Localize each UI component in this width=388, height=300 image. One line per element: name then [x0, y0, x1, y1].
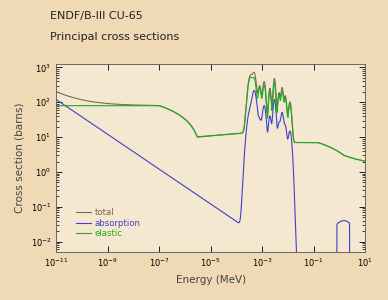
elastic: [107, 104, 112, 107]
elastic: [54, 104, 59, 107]
total: [89, 100, 94, 103]
Text: ENDF/B-III CU-65: ENDF/B-III CU-65: [50, 11, 143, 21]
X-axis label: Energy (MeV): Energy (MeV): [176, 275, 246, 285]
elastic: [248, 75, 253, 79]
elastic: [186, 120, 191, 124]
total: [172, 110, 177, 114]
absorption: [324, 280, 328, 284]
Text: Principal cross sections: Principal cross sections: [50, 32, 180, 42]
absorption: [172, 178, 177, 181]
absorption: [363, 255, 367, 258]
total: [107, 102, 112, 106]
absorption: [252, 89, 256, 92]
absorption: [89, 122, 94, 125]
Line: total: total: [56, 72, 365, 161]
Line: elastic: elastic: [56, 77, 365, 161]
absorption: [54, 98, 59, 101]
elastic: [89, 104, 94, 107]
total: [186, 120, 191, 124]
total: [357, 158, 361, 162]
absorption: [186, 187, 191, 190]
absorption: [107, 134, 112, 138]
elastic: [172, 110, 177, 114]
Y-axis label: Cross section (barns): Cross section (barns): [15, 103, 25, 213]
elastic: [363, 159, 367, 163]
total: [324, 144, 328, 147]
absorption: [357, 256, 362, 259]
total: [251, 70, 256, 74]
elastic: [357, 158, 361, 162]
Line: absorption: absorption: [56, 91, 365, 290]
Legend: total, absorption, elastic: total, absorption, elastic: [76, 208, 141, 238]
total: [54, 90, 59, 94]
elastic: [324, 144, 328, 147]
total: [363, 159, 367, 163]
absorption: [334, 288, 339, 291]
